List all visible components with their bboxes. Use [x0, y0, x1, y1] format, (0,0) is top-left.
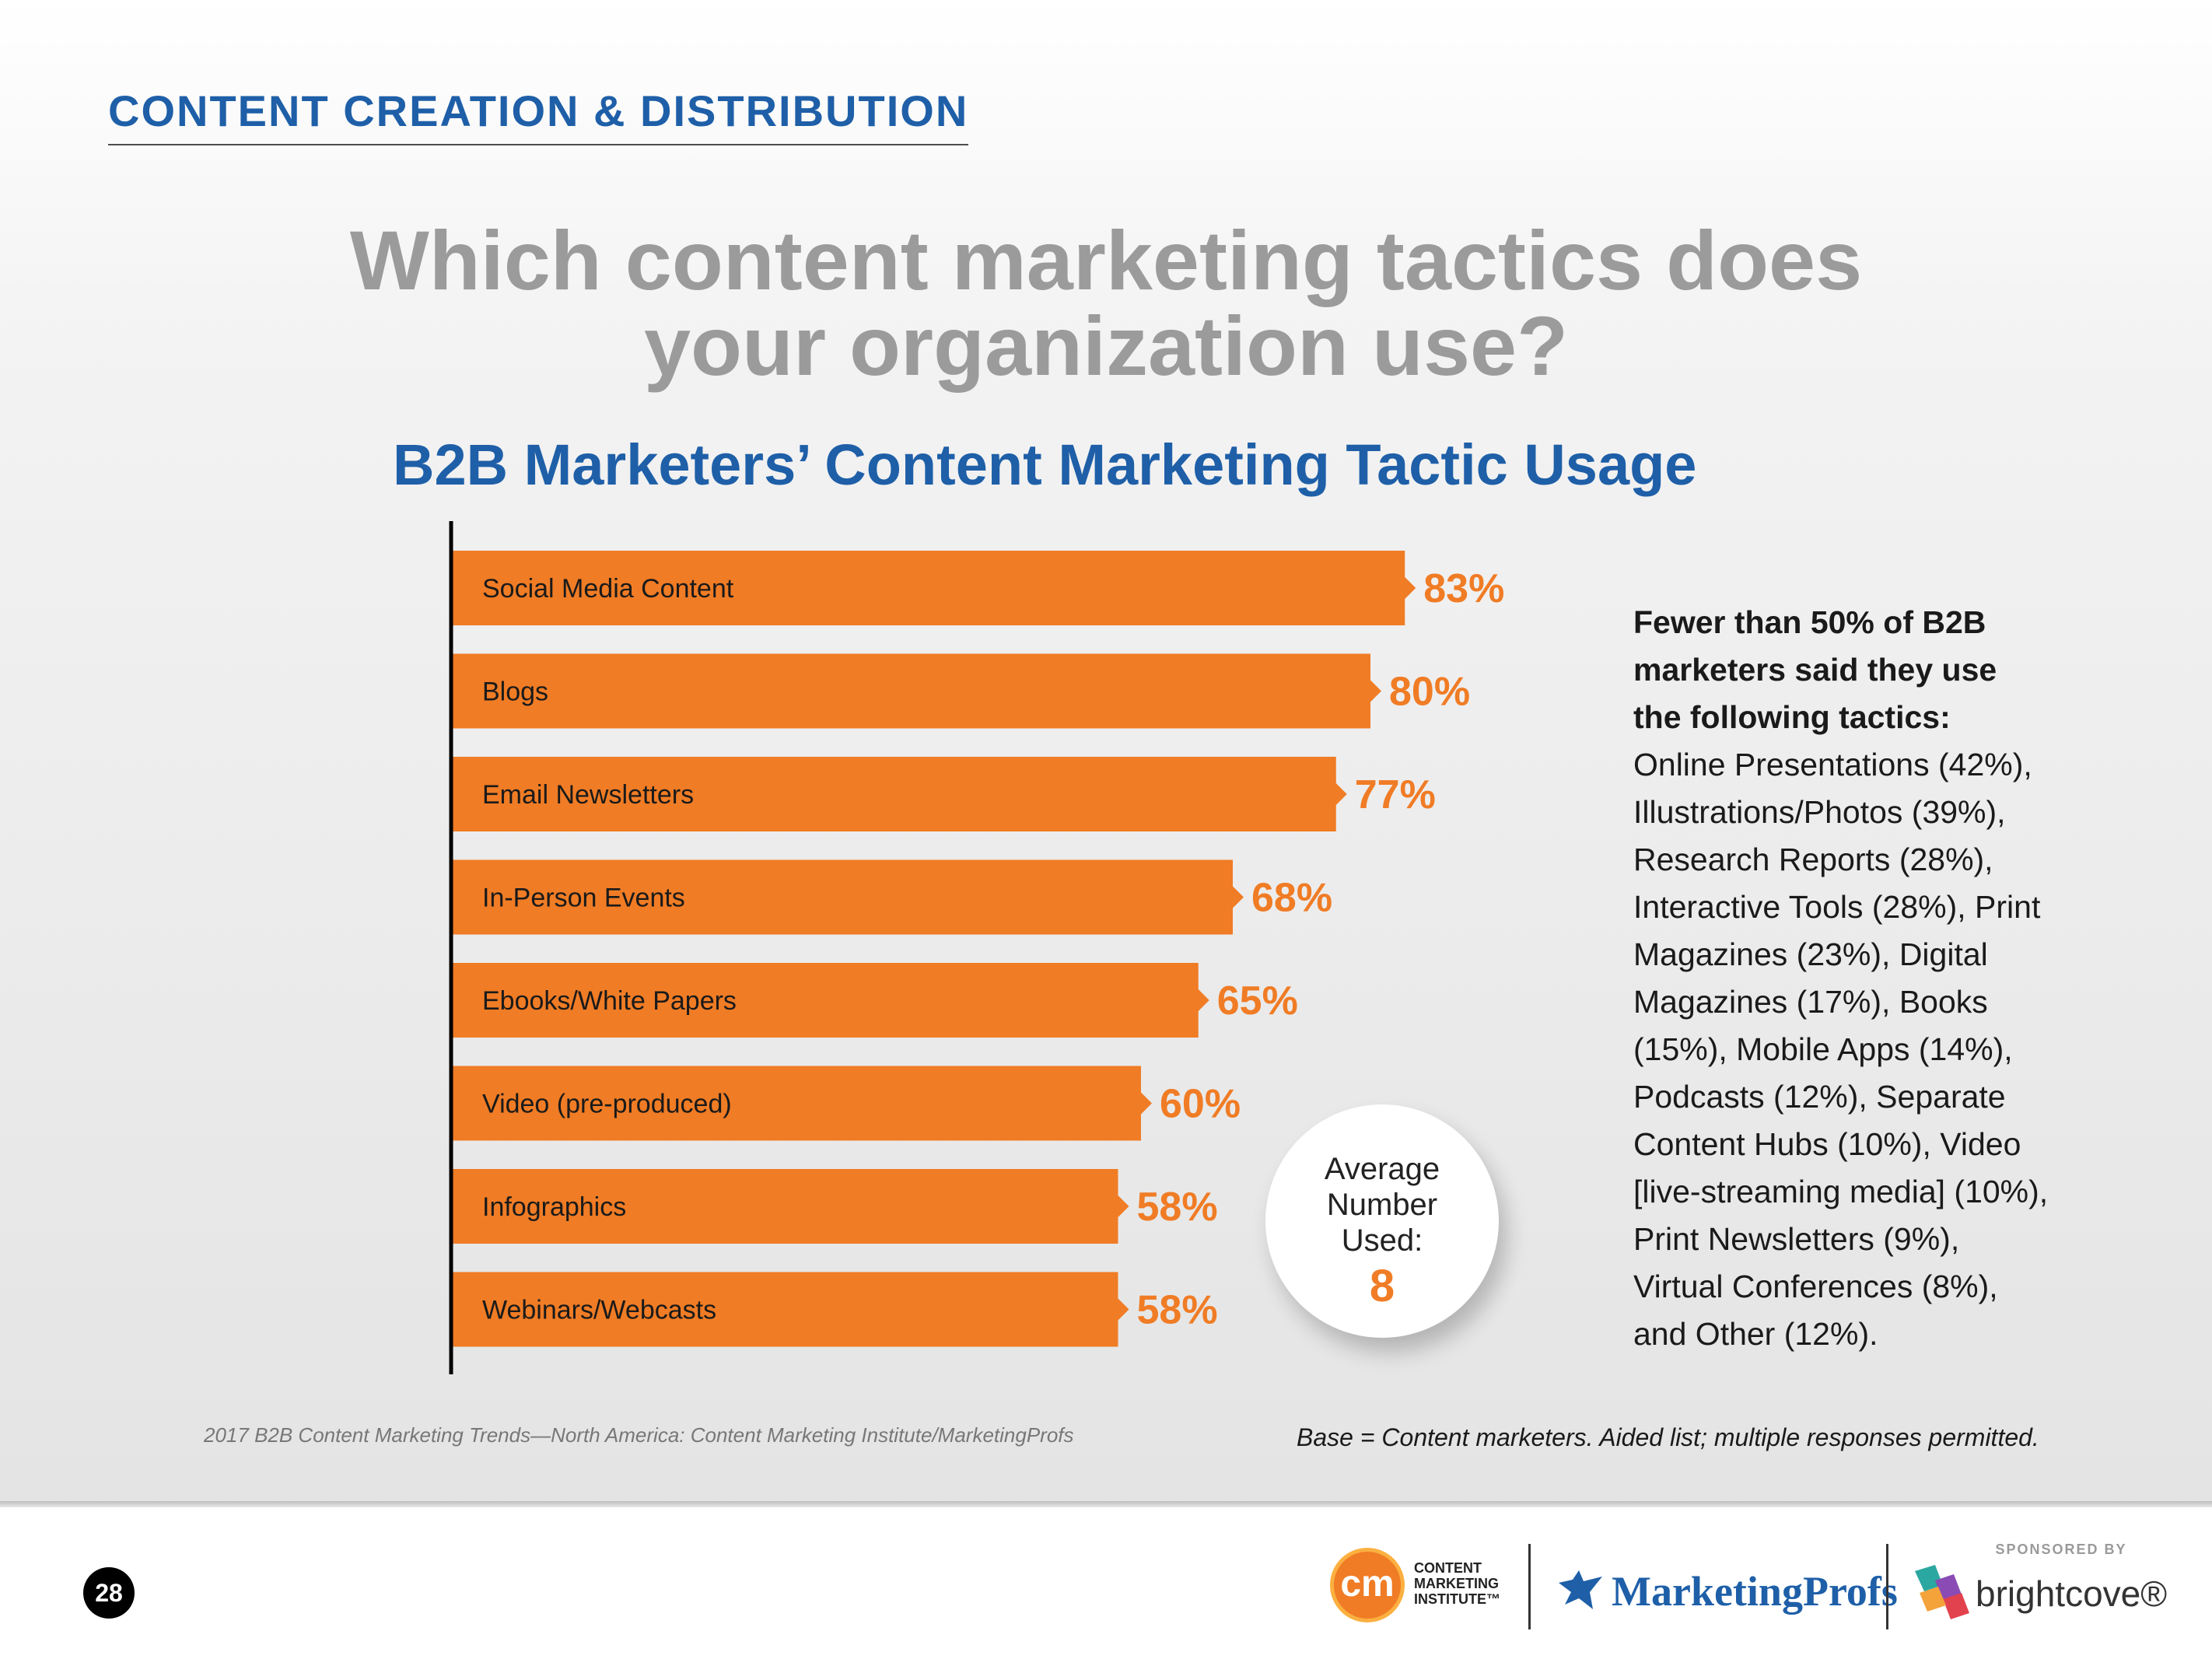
note-line: Research Reports (28%), — [1633, 842, 1993, 877]
cmi-logo-mark: cm — [1330, 1548, 1405, 1622]
bar-chart: Social Media Content 83% Blogs 80% Email New… — [449, 521, 1504, 1374]
note-heading-line-1: Fewer than 50% of B2B — [1633, 604, 1986, 640]
note-line: and Other (12%). — [1633, 1316, 1878, 1352]
note-line: Print Newsletters (9%), — [1633, 1221, 1960, 1257]
note-line: Magazines (17%), Books — [1633, 984, 1988, 1020]
cmi-logo-line: MARKETING — [1414, 1576, 1499, 1591]
bar — [453, 757, 1347, 831]
page-number: 28 — [83, 1567, 135, 1619]
question-line-2: your organization use? — [643, 299, 1569, 393]
bar-category-label: Social Media Content — [482, 574, 734, 604]
cmi-logo-text: CONTENT MARKETING INSTITUTE™ — [1414, 1560, 1507, 1607]
cmi-logo: cm CONTENT MARKETING INSTITUTE™ — [1330, 1548, 1509, 1626]
section-title: CONTENT CREATION & DISTRIBUTION — [108, 86, 969, 145]
note-line: Online Presentations (42%), — [1633, 747, 2032, 782]
bar-category-label: Blogs — [482, 677, 548, 707]
badge-value: 8 — [1369, 1261, 1395, 1311]
bar — [453, 1169, 1129, 1244]
average-number-badge: Average Number Used: 8 — [1265, 1104, 1499, 1338]
bar-value-label: 68% — [1251, 876, 1332, 921]
bar — [453, 963, 1209, 1038]
bar — [453, 1272, 1129, 1347]
bar — [453, 859, 1244, 935]
bar-value-label: 80% — [1389, 670, 1470, 715]
base-note: Base = Content marketers. Aided list; mu… — [1297, 1423, 2039, 1451]
note-line: Content Hubs (10%), Video — [1633, 1126, 2021, 1162]
note-line: Podcasts (12%), Separate — [1633, 1079, 2006, 1115]
badge-label-line-2: Number — [1326, 1188, 1438, 1222]
bar-category-label: Infographics — [482, 1192, 626, 1222]
brightcove-mark-icon — [1915, 1565, 1969, 1619]
bar-value-label: 60% — [1160, 1082, 1241, 1127]
bar — [453, 653, 1381, 729]
cmi-logo-line: INSTITUTE™ — [1414, 1591, 1500, 1607]
marketingprofs-bird-icon — [1559, 1570, 1602, 1609]
sponsored-by-label: SPONSORED BY — [1995, 1542, 2127, 1557]
logo-divider — [1528, 1544, 1531, 1629]
note-heading-line-3: the following tactics: — [1633, 699, 1951, 735]
note-line: [live-streaming media] (10%), — [1633, 1174, 2049, 1209]
note-line: Interactive Tools (28%), Print — [1633, 889, 2041, 925]
chart-title: B2B Marketers’ Content Marketing Tactic … — [393, 432, 1697, 497]
question-line-1: Which content marketing tactics does — [349, 213, 1863, 307]
badge-label: Average Number Used: — [1265, 1151, 1499, 1258]
note-line: (15%), Mobile Apps (14%), — [1633, 1031, 2013, 1067]
cmi-logo-line: CONTENT — [1414, 1560, 1482, 1576]
marketingprofs-logo: MarketingProfs — [1556, 1559, 1898, 1622]
slide-background: CONTENT CREATION & DISTRIBUTION Which co… — [0, 0, 2212, 1501]
marketingprofs-wordmark: MarketingProfs — [1612, 1568, 1898, 1615]
brightcove-logo: SPONSORED BY brightcove® — [1913, 1540, 2170, 1626]
note-line: Virtual Conferences (8%), — [1633, 1269, 1998, 1304]
bar-category-label: Ebooks/White Papers — [482, 986, 737, 1016]
brightcove-wordmark: brightcove® — [1976, 1573, 2168, 1614]
bar-value-label: 83% — [1423, 566, 1504, 611]
bar — [453, 551, 1416, 625]
footer-divider — [0, 1501, 2212, 1507]
bar-value-label: 77% — [1355, 772, 1436, 817]
note-line: Illustrations/Photos (39%), — [1633, 794, 2006, 830]
note-heading-line-2: marketers said they use — [1633, 652, 1997, 688]
source-citation: 2017 B2B Content Marketing Trends—North … — [204, 1423, 1074, 1447]
bar-category-label: Webinars/Webcasts — [482, 1296, 716, 1325]
badge-label-line-3: Used: — [1341, 1223, 1423, 1258]
bar-category-label: Video (pre-produced) — [482, 1090, 732, 1119]
bar — [453, 1066, 1152, 1141]
logo-divider — [1886, 1544, 1888, 1629]
question-title: Which content marketing tactics does you… — [0, 218, 2212, 389]
badge-label-line-1: Average — [1324, 1152, 1440, 1186]
bar-value-label: 58% — [1137, 1185, 1218, 1230]
note-line: Magazines (23%), Digital — [1633, 936, 1988, 972]
bar-category-label: Email Newsletters — [482, 780, 694, 810]
bar-value-label: 58% — [1137, 1288, 1218, 1333]
bar-value-label: 65% — [1217, 978, 1298, 1024]
bar-category-label: In-Person Events — [482, 884, 685, 913]
tactics-note: Fewer than 50% of B2B marketers said the… — [1633, 599, 2100, 1358]
